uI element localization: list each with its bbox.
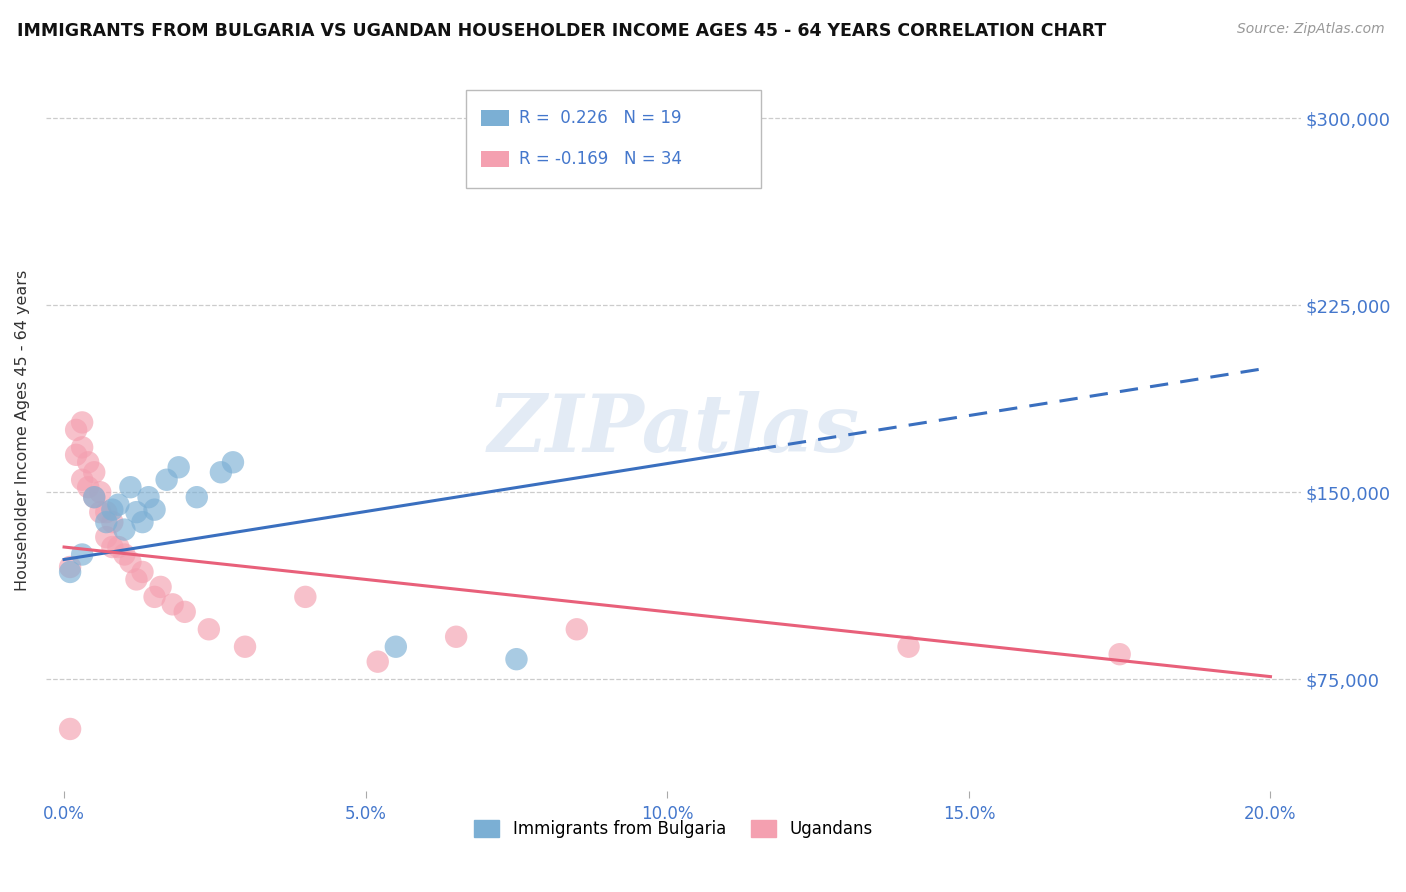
Text: IMMIGRANTS FROM BULGARIA VS UGANDAN HOUSEHOLDER INCOME AGES 45 - 64 YEARS CORREL: IMMIGRANTS FROM BULGARIA VS UGANDAN HOUS… [17,22,1107,40]
Text: ZIPatlas: ZIPatlas [488,392,859,468]
Point [112,548,135,562]
Point [70,473,93,487]
Point [222,455,245,469]
Point [65,448,87,462]
Point [77,455,100,469]
Point [89,505,111,519]
Point [385,640,408,654]
FancyBboxPatch shape [481,110,509,126]
Point [83,465,105,479]
Point [897,640,920,654]
Point [101,540,124,554]
Point [65,423,87,437]
Point [83,490,105,504]
Point [209,465,232,479]
Point [112,523,135,537]
Point [198,622,221,636]
Point [89,485,111,500]
Point [70,441,93,455]
Point [131,565,153,579]
Point [294,590,316,604]
Point [59,560,82,574]
Point [77,480,100,494]
Point [96,505,118,519]
Point [367,655,389,669]
Point [120,480,142,494]
Point [101,515,124,529]
Text: Source: ZipAtlas.com: Source: ZipAtlas.com [1237,22,1385,37]
Point [125,573,148,587]
Point [120,555,142,569]
Point [167,460,190,475]
Legend: Immigrants from Bulgaria, Ugandans: Immigrants from Bulgaria, Ugandans [468,813,879,845]
Point [59,722,82,736]
Point [83,490,105,504]
Y-axis label: Householder Income Ages 45 - 64 years: Householder Income Ages 45 - 64 years [15,269,30,591]
Point [138,490,160,504]
Text: R = -0.169   N = 34: R = -0.169 N = 34 [519,150,682,168]
Point [96,515,118,529]
Point [143,502,166,516]
FancyBboxPatch shape [467,90,761,188]
Point [107,540,129,554]
Point [173,605,195,619]
Point [107,498,129,512]
Point [233,640,256,654]
Point [1108,647,1130,661]
Point [101,502,124,516]
Point [186,490,208,504]
Point [565,622,588,636]
Point [125,505,148,519]
Text: R =  0.226   N = 19: R = 0.226 N = 19 [519,109,682,127]
Point [505,652,527,666]
Point [70,548,93,562]
Point [156,473,179,487]
Point [143,590,166,604]
Point [59,565,82,579]
Point [444,630,467,644]
Point [162,598,184,612]
FancyBboxPatch shape [481,151,509,167]
Point [70,416,93,430]
Point [149,580,172,594]
Point [131,515,153,529]
Point [96,530,118,544]
